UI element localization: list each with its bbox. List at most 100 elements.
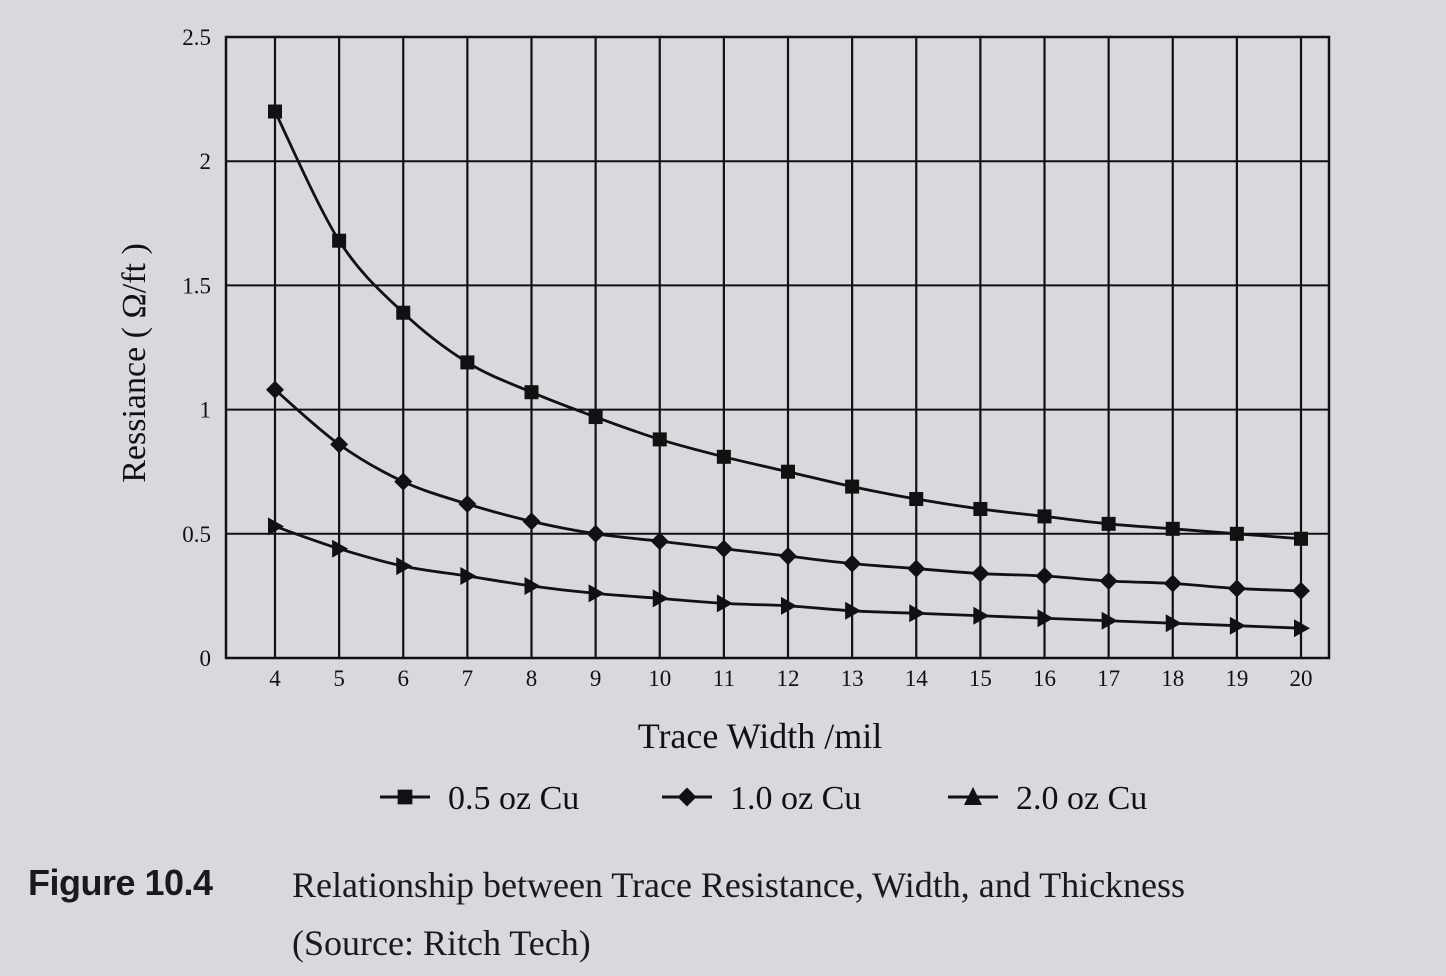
diamond-marker-icon — [586, 524, 605, 543]
x-tick-label: 6 — [398, 666, 410, 691]
triangle-marker-icon — [1037, 609, 1054, 628]
triangle-marker-icon — [1294, 619, 1310, 638]
triangle-marker-icon — [652, 589, 669, 608]
square-marker-icon — [460, 355, 475, 370]
triangle-marker-icon — [973, 606, 990, 625]
square-marker-icon — [1294, 531, 1308, 546]
triangle-marker-icon — [781, 596, 797, 615]
legend-item: 2.0 oz Cu — [948, 780, 1147, 817]
diamond-marker-icon — [522, 512, 541, 531]
diamond-marker-icon — [907, 559, 926, 578]
diamond-marker-icon — [677, 787, 697, 807]
square-marker-icon — [845, 479, 860, 494]
y-tick-label: 2 — [200, 149, 212, 174]
triangle-marker-icon — [1165, 614, 1182, 633]
figure-caption-text: Relationship between Trace Resistance, W… — [292, 856, 1185, 972]
x-tick-label: 14 — [905, 666, 929, 691]
triangle-marker-icon — [964, 787, 982, 805]
diamond-marker-icon — [971, 564, 990, 583]
y-axis-label: Ressiance ( Ω/ft ) — [116, 243, 153, 483]
x-tick-label: 20 — [1290, 666, 1313, 691]
x-tick-label: 19 — [1225, 666, 1248, 691]
diamond-marker-icon — [1292, 581, 1310, 600]
square-marker-icon — [397, 789, 413, 805]
square-marker-icon — [268, 104, 282, 119]
chart-series — [266, 104, 1310, 638]
legend-item: 1.0 oz Cu — [662, 780, 861, 817]
diamond-marker-icon — [1099, 571, 1118, 590]
legend-label: 1.0 oz Cu — [730, 780, 861, 817]
legend-label: 2.0 oz Cu — [1016, 780, 1147, 817]
square-marker-icon — [588, 410, 603, 425]
diamond-marker-icon — [1035, 567, 1054, 586]
diamond-marker-icon — [330, 435, 349, 454]
diamond-marker-icon — [1163, 574, 1182, 593]
square-marker-icon — [973, 501, 988, 516]
x-tick-label: 18 — [1161, 666, 1184, 691]
x-tick-label: 9 — [590, 666, 602, 691]
x-axis-label: Trace Width /mil — [638, 716, 883, 756]
x-tick-label: 5 — [333, 666, 345, 691]
series-line — [273, 110, 1302, 541]
figure-number: Figure 10.4 — [28, 862, 213, 903]
x-tick-label: 16 — [1033, 666, 1056, 691]
triangle-marker-icon — [1229, 616, 1246, 635]
square-marker-icon — [396, 305, 411, 320]
x-tick-label: 4 — [269, 666, 281, 691]
y-tick-label: 0.5 — [182, 522, 211, 547]
x-tick-label: 12 — [777, 666, 800, 691]
triangle-marker-icon — [1101, 611, 1118, 630]
triangle-marker-icon — [588, 584, 605, 603]
y-axis-ticks: 0 0.5 1 1.5 2 2.5 — [182, 25, 211, 671]
square-marker-icon — [1101, 516, 1116, 531]
square-marker-icon — [332, 233, 347, 248]
square-marker-icon — [716, 449, 731, 464]
square-marker-icon — [1165, 521, 1180, 536]
triangle-marker-icon — [524, 576, 541, 595]
square-marker-icon — [652, 432, 667, 447]
x-tick-label: 17 — [1097, 666, 1120, 691]
square-marker-icon — [1037, 509, 1052, 524]
diamond-marker-icon — [394, 472, 413, 491]
triangle-marker-icon — [716, 594, 733, 613]
diamond-marker-icon — [779, 547, 797, 566]
square-marker-icon — [524, 385, 539, 400]
triangle-marker-icon — [909, 604, 926, 623]
diamond-marker-icon — [1227, 579, 1246, 598]
y-tick-label: 2.5 — [182, 25, 211, 50]
triangle-marker-icon — [460, 567, 477, 586]
triangle-marker-icon — [845, 601, 862, 620]
x-tick-label: 11 — [713, 666, 735, 691]
x-tick-label: 7 — [462, 666, 474, 691]
x-tick-label: 10 — [648, 666, 671, 691]
square-marker-icon — [1229, 526, 1244, 541]
resistance-chart: 0 0.5 1 1.5 2 2.5 4 5 6 7 8 9 10 11 12 13 14 15 16 17 18 19 2… — [116, 25, 1331, 817]
caption-line-1: Relationship between Trace Resistance, W… — [292, 865, 1186, 905]
y-tick-label: 0 — [200, 646, 212, 671]
triangle-marker-icon — [268, 517, 284, 536]
diamond-marker-icon — [714, 539, 733, 558]
chart-grid — [224, 35, 1331, 660]
x-tick-label: 15 — [969, 666, 992, 691]
series-1-0-oz-cu — [266, 380, 1310, 600]
diamond-marker-icon — [266, 380, 284, 399]
caption-line-2: (Source: Ritch Tech) — [292, 923, 591, 963]
x-axis-ticks: 4 5 6 7 8 9 10 11 12 13 14 15 16 17 18 19 20 — [269, 666, 1312, 691]
plot-frame — [224, 35, 1331, 660]
y-tick-label: 1.5 — [182, 273, 211, 298]
x-tick-label: 8 — [526, 666, 538, 691]
x-tick-label: 13 — [841, 666, 864, 691]
legend-label: 0.5 oz Cu — [448, 780, 579, 817]
series-2-0-oz-cu — [268, 517, 1310, 638]
square-marker-icon — [781, 464, 795, 479]
square-marker-icon — [909, 492, 924, 507]
triangle-marker-icon — [332, 539, 349, 558]
legend-item: 0.5 oz Cu — [380, 780, 579, 817]
diamond-marker-icon — [843, 554, 862, 573]
y-tick-label: 1 — [200, 398, 212, 423]
diamond-marker-icon — [458, 494, 477, 513]
chart-legend: 0.5 oz Cu 1.0 oz Cu 2.0 oz Cu — [380, 780, 1147, 817]
series-0-5-oz-cu — [268, 104, 1308, 546]
triangle-marker-icon — [396, 557, 413, 576]
diamond-marker-icon — [650, 532, 669, 551]
